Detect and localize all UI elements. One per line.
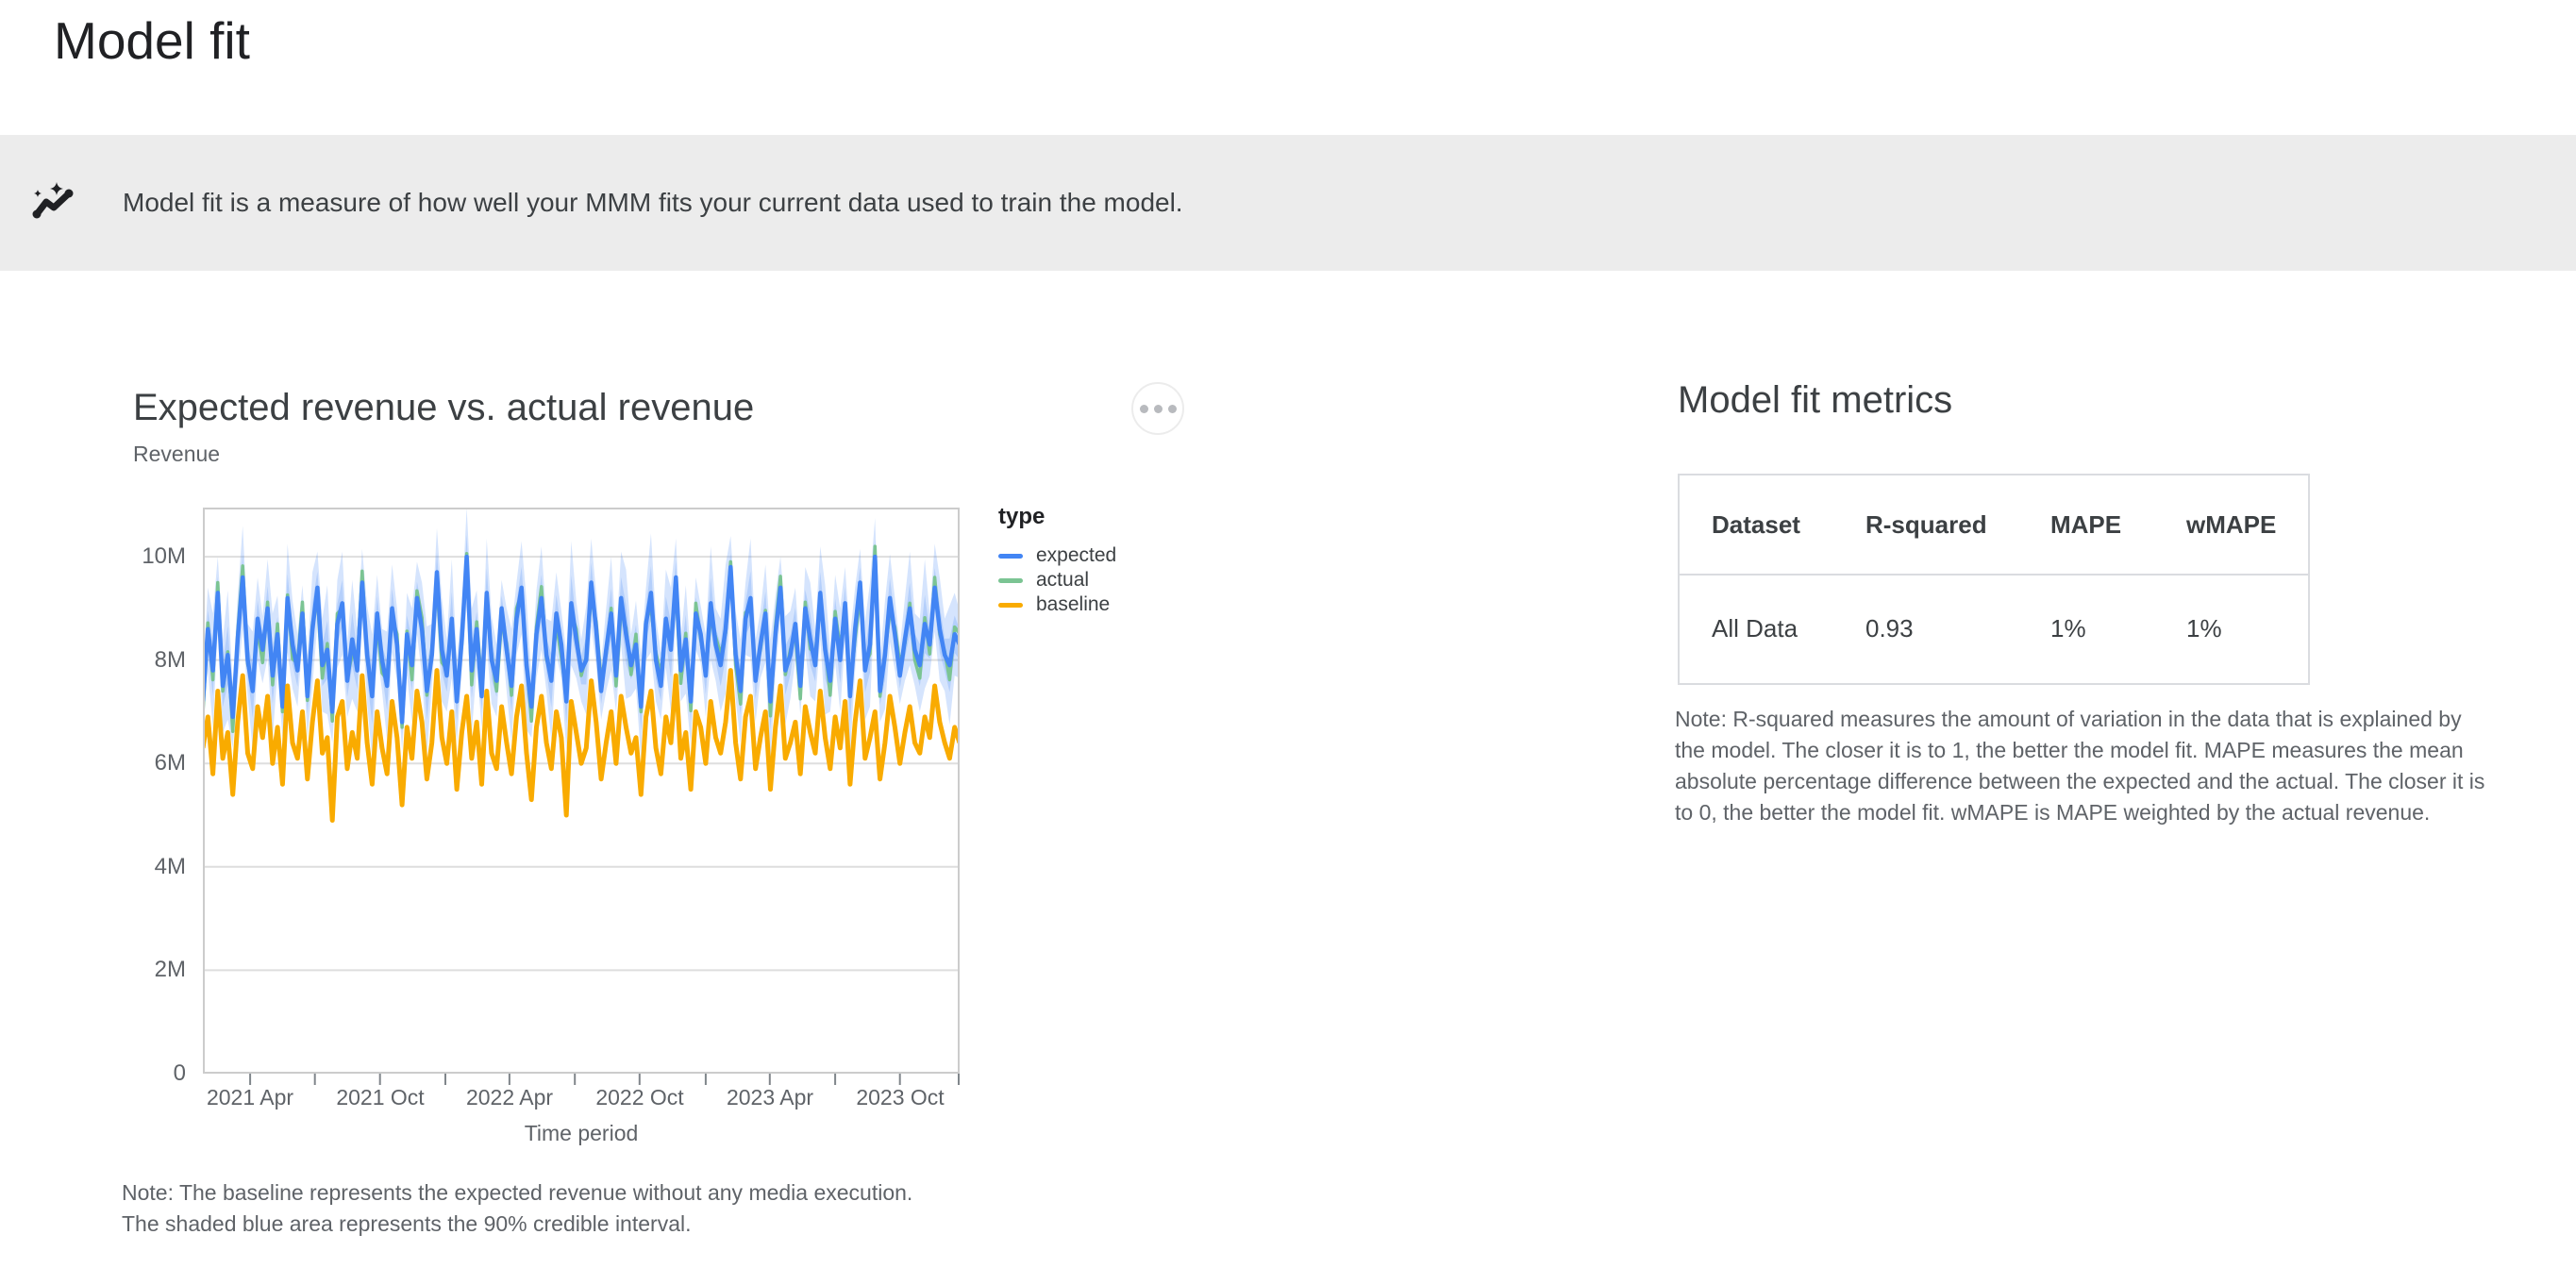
chart-legend: type expected actual baseline [998, 504, 1116, 617]
legend-label: expected [1036, 544, 1117, 566]
baseline-swatch [998, 602, 1023, 608]
x-axis-title: Time period [524, 1121, 639, 1145]
legend-item-expected: expected [998, 543, 1116, 568]
legend-item-baseline: baseline [998, 592, 1116, 617]
y-axis-title: Revenue [133, 442, 221, 466]
table-header-row: Dataset R-squared MAPE wMAPE [1680, 476, 2308, 576]
y-tick-label: 0 [173, 1060, 186, 1086]
more-options-icon [1139, 404, 1148, 413]
chart-note: Note: The baseline represents the expect… [122, 1180, 913, 1236]
banner-text: Model fit is a measure of how well your … [123, 188, 1183, 217]
col-header-mape: MAPE [2050, 509, 2122, 539]
x-tick-label: 2021 Apr [206, 1085, 294, 1110]
metrics-table: Dataset R-squared MAPE wMAPE All Data 0.… [1678, 474, 2310, 685]
revenue-fit-chart [203, 508, 960, 1085]
legend-title: type [998, 504, 1045, 529]
y-tick-label: 8M [154, 647, 186, 673]
x-tick-label: 2021 Oct [336, 1085, 425, 1110]
cell-dataset: All Data [1712, 613, 1798, 642]
cell-wmape: 1% [2186, 613, 2222, 642]
actual-swatch [998, 577, 1023, 583]
cell-mape: 1% [2050, 613, 2086, 642]
y-tick-label: 10M [142, 543, 186, 569]
col-header-r-squared: R-squared [1865, 509, 1987, 539]
x-tick-label: 2022 Apr [465, 1085, 554, 1110]
legend-label: actual [1036, 569, 1090, 591]
chart-title: Expected revenue vs. actual revenue [133, 387, 755, 428]
metrics-title: Model fit metrics [1678, 379, 1953, 421]
x-tick-label: 2022 Oct [595, 1085, 684, 1110]
y-tick-label: 2M [154, 957, 186, 982]
chart-more-options-button[interactable] [1131, 382, 1184, 435]
y-tick-label: 6M [154, 750, 186, 776]
x-tick-label: 2023 Apr [726, 1085, 814, 1110]
plot-border [203, 508, 960, 1074]
legend-label: baseline [1036, 593, 1111, 615]
trend-sparkle-icon [32, 182, 74, 219]
expected-swatch [998, 553, 1023, 559]
page-title: Model fit [54, 11, 250, 70]
table-row: All Data 0.93 1% 1% [1680, 576, 2308, 681]
col-header-wmape: wMAPE [2186, 509, 2277, 539]
x-tick-label: 2023 Oct [856, 1085, 945, 1110]
info-banner: Model fit is a measure of how well your … [0, 135, 2576, 271]
y-tick-label: 4M [154, 854, 186, 879]
metrics-note: Note: R-squared measures the amount of v… [1675, 707, 2485, 825]
col-header-dataset: Dataset [1712, 509, 1800, 539]
legend-item-actual: actual [998, 568, 1116, 592]
cell-r-squared: 0.93 [1865, 613, 1914, 642]
